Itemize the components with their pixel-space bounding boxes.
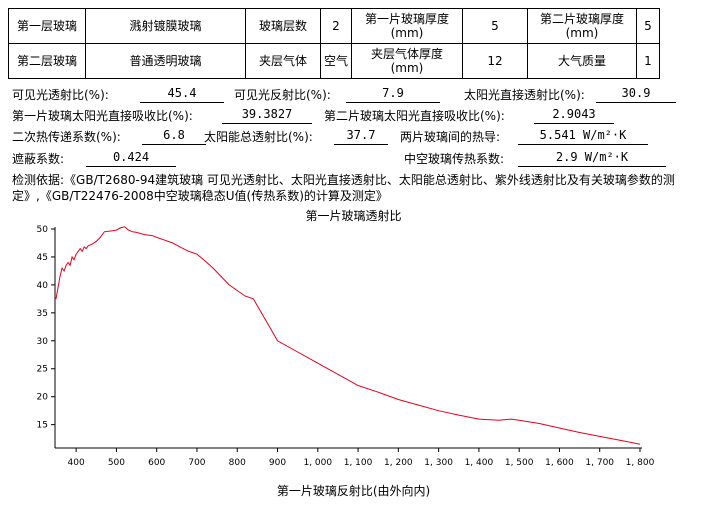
props-row-2: 第一片玻璃太阳光直接吸收比(%): 39.3827 第二片玻璃太阳光直接吸收比(… [12, 107, 702, 125]
x-axis-title: 第一片玻璃反射比(由外向内) [276, 484, 431, 498]
table-cell: 5 [462, 8, 528, 44]
y-tick-label: 30 [37, 337, 49, 347]
table-cell: 空气 [320, 43, 352, 79]
table-cell: 12 [462, 43, 528, 79]
g2-abs-label: 第二片玻璃太阳光直接吸收比(%): [324, 109, 505, 123]
props-row-4: 遮蔽系数: 0.424 中空玻璃传热系数: 2.9 W/m²·K [12, 150, 702, 168]
table-cell: 5 [636, 8, 660, 44]
x-tick-label: 1, 100 [344, 458, 373, 468]
x-ticks: 400 500 600 700 800 900 1, 000 1, 100 1, 200 1, 3… [68, 448, 655, 468]
vis-refl-label: 可见光反射比(%): [234, 88, 331, 102]
solar-trans-value: 30.9 [596, 86, 676, 103]
props-row-3: 二次热传递系数(%): 6.8 太阳能总透射比(%): 37.7 两片玻璃间的热… [12, 128, 702, 146]
table-row: 第二层玻璃 普通透明玻璃 夹层气体 空气 夹层气体厚度 (mm) 12 大气质量… [8, 43, 660, 79]
u-label: 中空玻璃传热系数: [404, 152, 505, 166]
g2-abs-value: 2.9043 [534, 107, 614, 124]
x-tick-label: 600 [148, 458, 165, 468]
series-line [55, 226, 641, 445]
sec-heat-value: 6.8 [142, 128, 206, 145]
y-tick-label: 45 [37, 253, 48, 263]
table-cell: 第一片玻璃厚度 (mm) [351, 8, 463, 44]
y-tick-label: 35 [37, 309, 48, 319]
table-cell: 普通透明玻璃 [85, 43, 246, 79]
x-tick-label: 1, 600 [545, 458, 574, 468]
table-cell: 第二层玻璃 [8, 43, 86, 79]
test-basis-note: 检测依据:《GB/T2680-94建筑玻璃 可见光透射比、太阳光直接透射比、太阳… [12, 173, 675, 203]
table-cell: 溅射镀膜玻璃 [85, 8, 246, 44]
table-cell: 大气质量 [527, 43, 637, 79]
table-cell: 第二片玻璃厚度 (mm) [527, 8, 637, 44]
spec-table: 第一层玻璃 溅射镀膜玻璃 玻璃层数 2 第一片玻璃厚度 (mm) 5 第二片玻璃… [8, 8, 660, 79]
total-solar-label: 太阳能总透射比(%): [204, 130, 313, 144]
x-tick-label: 1, 700 [585, 458, 614, 468]
x-tick-label: 1, 000 [303, 458, 332, 468]
vis-trans-label: 可见光透射比(%): [12, 88, 109, 102]
shade-label: 遮蔽系数: [12, 152, 65, 166]
table-cell: 第一层玻璃 [8, 8, 86, 44]
heat-res-label: 两片玻璃间的热导: [400, 130, 501, 144]
y-tick-label: 15 [37, 421, 48, 431]
shade-value: 0.424 [86, 150, 176, 167]
solar-trans-label: 太阳光直接透射比(%): [464, 88, 585, 102]
vis-refl-value: 7.9 [346, 86, 440, 103]
g1-abs-value: 39.3827 [222, 107, 312, 124]
vis-trans-value: 45.4 [140, 86, 224, 103]
y-tick-label: 50 [37, 225, 49, 235]
table-cell: 1 [636, 43, 660, 79]
g1-abs-label: 第一片玻璃太阳光直接吸收比(%): [12, 109, 193, 123]
x-tick-label: 500 [108, 458, 125, 468]
table-cell: 夹层气体 [245, 43, 321, 79]
x-tick-label: 1, 800 [626, 458, 655, 468]
props-row-1: 可见光透射比(%): 45.4 可见光反射比(%): 7.9 太阳光直接透射比(… [12, 86, 702, 104]
u-value: 2.9 W/m²·K [518, 150, 666, 167]
y-ticks: 15 20 25 30 35 40 45 50 [37, 225, 55, 431]
y-tick-label: 40 [37, 281, 49, 291]
sec-heat-label: 二次热传递系数(%): [12, 130, 121, 144]
y-tick-label: 20 [37, 393, 49, 403]
x-tick-label: 1, 200 [384, 458, 413, 468]
x-tick-label: 1, 400 [465, 458, 494, 468]
total-solar-value: 37.7 [334, 128, 388, 145]
heat-res-value: 5.541 W/m²·K [518, 128, 648, 145]
chart-title: 第一片玻璃透射比 [305, 209, 402, 223]
x-tick-label: 700 [188, 458, 205, 468]
x-tick-label: 900 [269, 458, 286, 468]
table-cell: 夹层气体厚度 (mm) [351, 43, 463, 79]
y-tick-label: 25 [37, 365, 48, 375]
table-row: 第一层玻璃 溅射镀膜玻璃 玻璃层数 2 第一片玻璃厚度 (mm) 5 第二片玻璃… [8, 8, 660, 44]
x-tick-label: 400 [68, 458, 85, 468]
x-tick-label: 800 [229, 458, 246, 468]
x-tick-label: 1, 300 [424, 458, 453, 468]
table-cell: 2 [320, 8, 352, 44]
x-tick-label: 1, 500 [505, 458, 534, 468]
